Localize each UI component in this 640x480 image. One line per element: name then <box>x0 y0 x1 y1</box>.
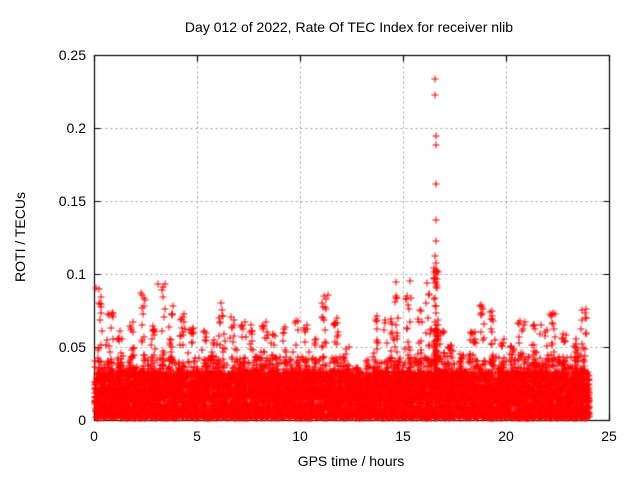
y-tick-label: 0.15 <box>58 193 86 209</box>
x-tick-label: 25 <box>601 428 617 444</box>
y-tick-label: 0.1 <box>66 266 86 282</box>
x-tick-label: 20 <box>498 428 514 444</box>
x-tick-label: 0 <box>90 428 98 444</box>
y-tick-label: 0.05 <box>58 339 86 355</box>
x-tick-label: 5 <box>193 428 201 444</box>
y-tick-label: 0.2 <box>66 120 86 136</box>
y-axis-label: ROTI / TECUs <box>12 192 28 282</box>
x-tick-label: 10 <box>292 428 308 444</box>
y-tick-label: 0 <box>78 412 86 428</box>
y-tick-label: 0.25 <box>58 47 86 63</box>
x-tick-label: 15 <box>395 428 411 444</box>
chart-title: Day 012 of 2022, Rate Of TEC Index for r… <box>184 19 514 35</box>
x-axis-label: GPS time / hours <box>297 453 405 469</box>
